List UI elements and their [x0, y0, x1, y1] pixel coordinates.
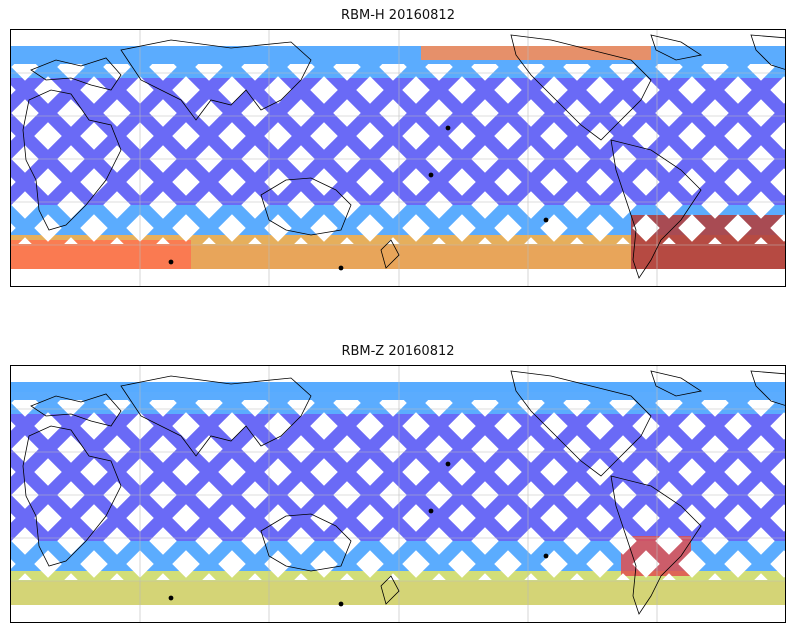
coast-3	[260, 513, 352, 572]
coast-7	[650, 370, 703, 397]
southern-ocean-band	[11, 571, 785, 605]
coast-6	[610, 475, 702, 615]
coast-2	[120, 39, 312, 121]
coastlines	[22, 370, 785, 615]
coast-1	[30, 57, 122, 91]
panel-bottom-title: RBM-Z 20160812	[341, 344, 455, 359]
north-pacific-high	[421, 46, 651, 60]
swath-coverage	[11, 30, 785, 286]
coast-0	[22, 425, 122, 567]
coast-6	[610, 139, 702, 279]
south-indian-high	[11, 240, 191, 269]
coast-2	[120, 375, 312, 457]
coast-5	[510, 34, 652, 141]
island-2	[428, 508, 434, 514]
island-0	[168, 259, 174, 265]
swath-map-rbm-z	[11, 366, 785, 622]
coast-3	[260, 177, 352, 236]
coast-8	[750, 370, 785, 406]
coast-4	[380, 575, 400, 605]
coast-1	[30, 393, 122, 427]
coast-7	[650, 34, 703, 61]
swath-map-rbm-h	[11, 30, 785, 286]
island-4	[445, 461, 451, 467]
coast-5	[510, 370, 652, 477]
swath-coverage	[11, 366, 785, 622]
north-edge-band	[11, 382, 785, 392]
island-3	[543, 553, 549, 559]
panel-top-title: RBM-H 20160812	[341, 8, 455, 23]
island-1	[338, 265, 344, 271]
graticule	[11, 366, 785, 622]
south-atlantic-max	[631, 215, 785, 269]
map-panel-bottom	[10, 365, 786, 623]
island-2	[428, 172, 434, 178]
island-0	[168, 595, 174, 601]
island-4	[445, 125, 451, 131]
coast-8	[750, 34, 785, 70]
island-3	[543, 217, 549, 223]
map-panel-top	[10, 29, 786, 287]
island-1	[338, 601, 344, 607]
coast-0	[22, 89, 122, 231]
graticule	[11, 30, 785, 286]
coast-4	[380, 239, 400, 269]
coastlines	[22, 34, 785, 279]
